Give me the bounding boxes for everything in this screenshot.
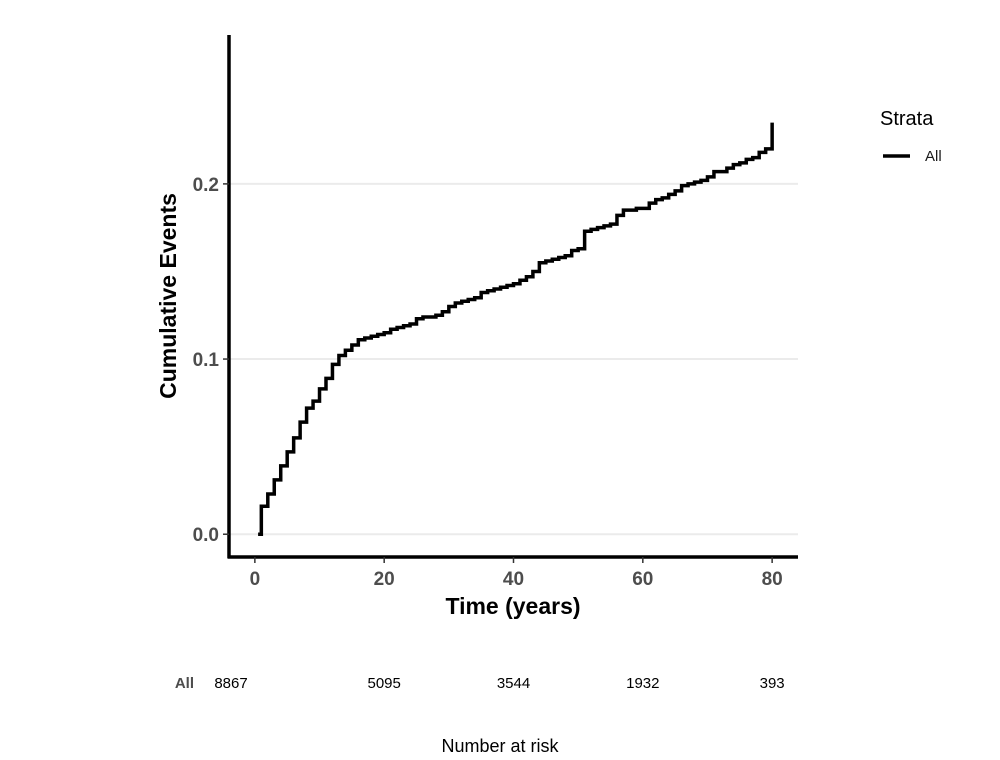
risk-value-0: 8867: [214, 675, 247, 692]
x-tick-label-2: 40: [503, 569, 524, 590]
x-tick-label-0: 0: [250, 569, 261, 590]
curve-layer: [258, 122, 774, 536]
risk-value-40: 3544: [497, 675, 530, 692]
y-tick-label-1: 0.1: [193, 350, 220, 371]
series-line-all: [258, 122, 774, 536]
legend-label-all: All: [925, 148, 942, 165]
x-tick-label-1: 20: [374, 569, 395, 590]
x-tick-label-3: 60: [632, 569, 653, 590]
risk-value-80: 393: [760, 675, 785, 692]
legend-title: Strata: [880, 108, 934, 130]
axes: [227, 35, 798, 559]
risk-value-60: 1932: [626, 675, 659, 692]
grid-lines: [229, 182, 798, 536]
legend: Strata All: [880, 108, 942, 165]
y-tick-label-2: 0.2: [193, 175, 219, 196]
risk-value-20: 5095: [367, 675, 400, 692]
y-tick-label-0: 0.0: [193, 525, 219, 546]
x-tick-label-4: 80: [762, 569, 783, 590]
risk-table: All 8867 5095 3544 1932 393: [175, 675, 785, 692]
ticks: 0.0 0.1 0.2 0 20 40 60 80: [193, 175, 783, 590]
x-axis-title: Time (years): [445, 593, 580, 619]
y-axis-title: Cumulative Events: [155, 193, 181, 399]
risk-table-strata-label: All: [175, 675, 194, 692]
risk-table-title: Number at risk: [441, 736, 559, 756]
